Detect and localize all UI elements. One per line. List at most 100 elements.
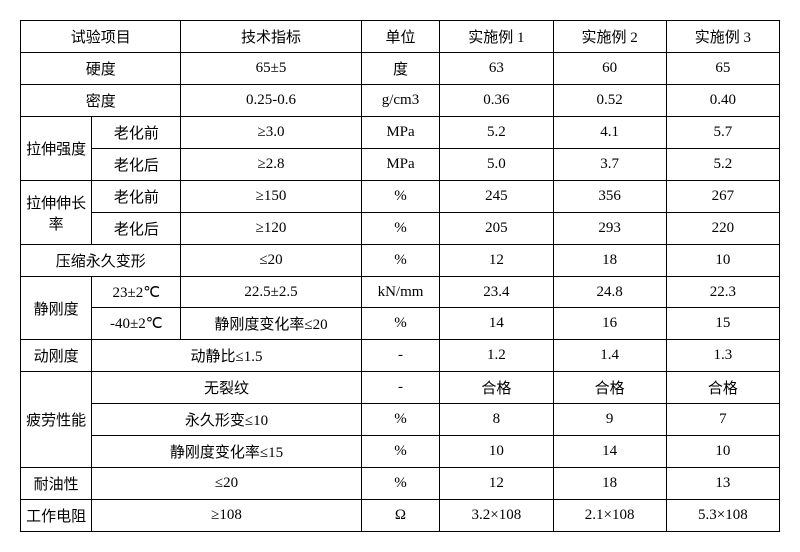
cell-cond: -40±2℃	[92, 308, 181, 340]
cell-v1: 1.2	[440, 340, 553, 372]
cell-sub: 老化后	[92, 149, 181, 181]
cell-v1: 8	[440, 404, 553, 436]
fatigue-r1-row: 疲劳性能 无裂纹 - 合格 合格 合格	[21, 372, 780, 404]
cell-spec: 静刚度变化率≤20	[181, 308, 361, 340]
cell-unit: %	[361, 213, 440, 245]
fatigue-r2-row: 永久形变≤10 % 8 9 7	[21, 404, 780, 436]
tensile-before-row: 拉伸强度 老化前 ≥3.0 MPa 5.2 4.1 5.7	[21, 117, 780, 149]
cell-v3: 267	[666, 181, 779, 213]
cell-v3: 65	[666, 53, 779, 85]
cell-v1: 205	[440, 213, 553, 245]
resistance-row: 工作电阻 ≥108 Ω 3.2×108 2.1×108 5.3×108	[21, 500, 780, 532]
cell-unit: g/cm3	[361, 85, 440, 117]
cell-v1: 合格	[440, 372, 553, 404]
header-unit: 单位	[361, 21, 440, 53]
fatigue-r3-row: 静刚度变化率≤15 % 10 14 10	[21, 436, 780, 468]
cell-v1: 0.36	[440, 85, 553, 117]
cell-spec: ≥120	[181, 213, 361, 245]
cell-v2: 3.7	[553, 149, 666, 181]
cell-v3: 5.3×108	[666, 500, 779, 532]
density-row: 密度 0.25-0.6 g/cm3 0.36 0.52 0.40	[21, 85, 780, 117]
cell-v1: 12	[440, 468, 553, 500]
hardness-row: 硬度 65±5 度 63 60 65	[21, 53, 780, 85]
header-ex3: 实施例 3	[666, 21, 779, 53]
cell-v3: 7	[666, 404, 779, 436]
cell-unit: -	[361, 372, 440, 404]
cell-v1: 5.2	[440, 117, 553, 149]
cell-label: 工作电阻	[21, 500, 92, 532]
cell-v3: 合格	[666, 372, 779, 404]
cell-v1: 245	[440, 181, 553, 213]
cell-unit: %	[361, 308, 440, 340]
cell-spec: ≥150	[181, 181, 361, 213]
cell-unit: MPa	[361, 117, 440, 149]
cell-spec: ≥2.8	[181, 149, 361, 181]
cell-spec: 22.5±2.5	[181, 277, 361, 308]
cell-v2: 293	[553, 213, 666, 245]
cell-v3: 10	[666, 436, 779, 468]
cell-v3: 5.2	[666, 149, 779, 181]
cell-sub: 老化前	[92, 181, 181, 213]
cell-spec: 65±5	[181, 53, 361, 85]
cell-v1: 14	[440, 308, 553, 340]
cell-spec: ≤20	[181, 245, 361, 277]
static-r1-row: 静刚度 23±2℃ 22.5±2.5 kN/mm 23.4 24.8 22.3	[21, 277, 780, 308]
cell-v2: 合格	[553, 372, 666, 404]
cell-unit: 度	[361, 53, 440, 85]
cell-label: 硬度	[21, 53, 181, 85]
cell-v2: 4.1	[553, 117, 666, 149]
cell-v1: 63	[440, 53, 553, 85]
cell-v1: 3.2×108	[440, 500, 553, 532]
header-ex2: 实施例 2	[553, 21, 666, 53]
cell-v1: 10	[440, 436, 553, 468]
oil-row: 耐油性 ≤20 % 12 18 13	[21, 468, 780, 500]
cell-v2: 18	[553, 245, 666, 277]
cell-label: 耐油性	[21, 468, 92, 500]
cell-spec: ≤20	[92, 468, 361, 500]
cell-v3: 22.3	[666, 277, 779, 308]
cell-v3: 5.7	[666, 117, 779, 149]
cell-v2: 18	[553, 468, 666, 500]
cell-unit: %	[361, 245, 440, 277]
compression-row: 压缩永久变形 ≤20 % 12 18 10	[21, 245, 780, 277]
cell-label: 密度	[21, 85, 181, 117]
cell-label: 动刚度	[21, 340, 92, 372]
cell-label: 静刚度	[21, 277, 92, 340]
cell-label: 疲劳性能	[21, 372, 92, 468]
cell-unit: %	[361, 468, 440, 500]
cell-unit: Ω	[361, 500, 440, 532]
cell-label: 拉伸伸长率	[21, 181, 92, 245]
cell-v3: 1.3	[666, 340, 779, 372]
cell-v3: 15	[666, 308, 779, 340]
cell-label: 拉伸强度	[21, 117, 92, 181]
cell-spec: ≥108	[92, 500, 361, 532]
cell-v2: 2.1×108	[553, 500, 666, 532]
cell-unit: kN/mm	[361, 277, 440, 308]
cell-v2: 16	[553, 308, 666, 340]
elong-after-row: 老化后 ≥120 % 205 293 220	[21, 213, 780, 245]
cell-v3: 220	[666, 213, 779, 245]
cell-unit: %	[361, 404, 440, 436]
cell-spec: 无裂纹	[92, 372, 361, 404]
cell-v2: 1.4	[553, 340, 666, 372]
header-item: 试验项目	[21, 21, 181, 53]
header-row: 试验项目 技术指标 单位 实施例 1 实施例 2 实施例 3	[21, 21, 780, 53]
tensile-after-row: 老化后 ≥2.8 MPa 5.0 3.7 5.2	[21, 149, 780, 181]
cell-v2: 356	[553, 181, 666, 213]
cell-label: 压缩永久变形	[21, 245, 181, 277]
cell-v3: 13	[666, 468, 779, 500]
cell-spec: 永久形变≤10	[92, 404, 361, 436]
cell-v2: 60	[553, 53, 666, 85]
cell-unit: -	[361, 340, 440, 372]
static-r2-row: -40±2℃ 静刚度变化率≤20 % 14 16 15	[21, 308, 780, 340]
cell-cond: 23±2℃	[92, 277, 181, 308]
cell-v3: 10	[666, 245, 779, 277]
header-spec: 技术指标	[181, 21, 361, 53]
cell-unit: MPa	[361, 149, 440, 181]
elong-before-row: 拉伸伸长率 老化前 ≥150 % 245 356 267	[21, 181, 780, 213]
cell-sub: 老化后	[92, 213, 181, 245]
cell-v1: 12	[440, 245, 553, 277]
cell-v2: 14	[553, 436, 666, 468]
cell-v2: 24.8	[553, 277, 666, 308]
cell-unit: %	[361, 436, 440, 468]
